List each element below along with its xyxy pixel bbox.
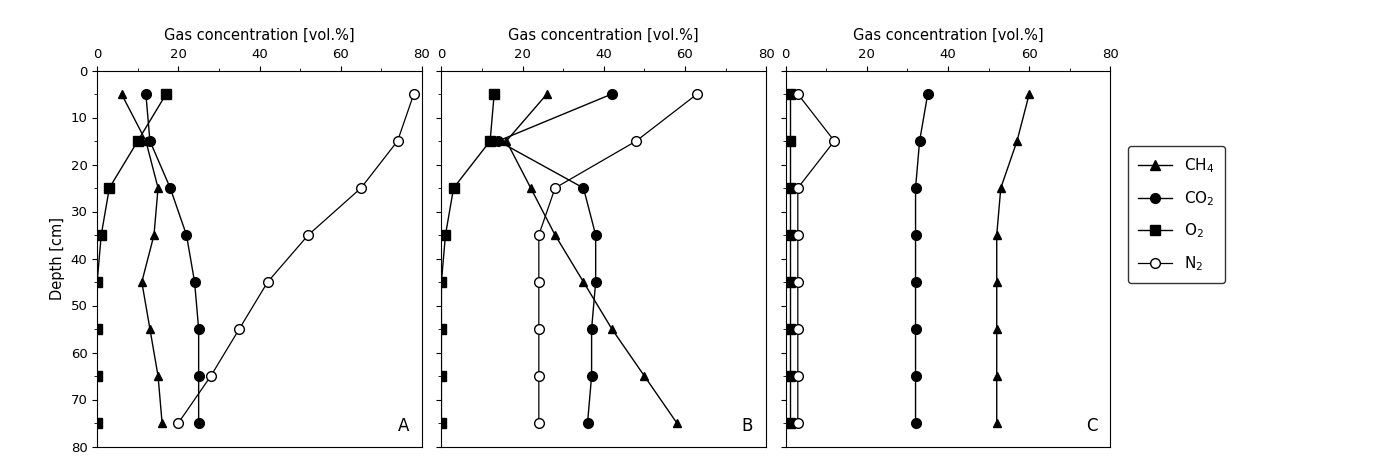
X-axis label: Gas concentration [vol.%]: Gas concentration [vol.%] (852, 27, 1044, 42)
Text: B: B (741, 417, 754, 435)
Text: A: A (397, 417, 409, 435)
X-axis label: Gas concentration [vol.%]: Gas concentration [vol.%] (164, 27, 355, 42)
Y-axis label: Depth [cm]: Depth [cm] (50, 217, 65, 300)
Text: C: C (1085, 417, 1098, 435)
X-axis label: Gas concentration [vol.%]: Gas concentration [vol.%] (508, 27, 700, 42)
Legend: CH$_4$, CO$_2$, O$_2$, N$_2$: CH$_4$, CO$_2$, O$_2$, N$_2$ (1128, 146, 1226, 283)
